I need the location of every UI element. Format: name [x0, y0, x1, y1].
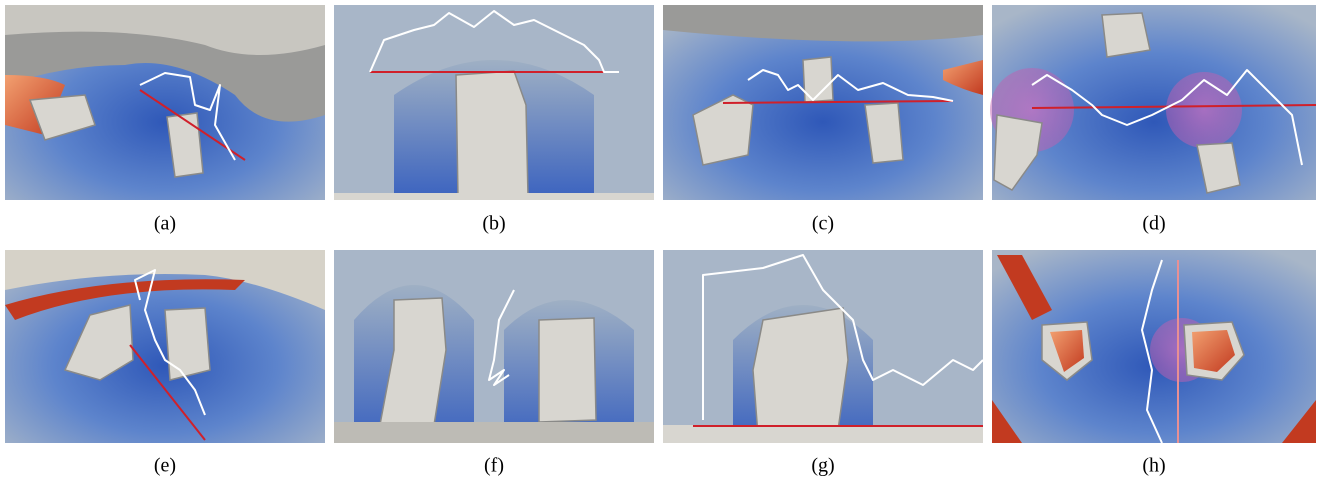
panel-b	[334, 5, 654, 200]
figure: (a) (b) (c) (d) (e) (f) (g) (h)	[0, 0, 1321, 480]
panel-c	[663, 5, 983, 200]
panel-f	[334, 250, 654, 443]
caption: (d)	[1142, 213, 1165, 235]
caption: (f)	[484, 455, 504, 477]
panel-g	[663, 250, 983, 443]
caption: (h)	[1142, 455, 1165, 477]
panel-h	[992, 250, 1316, 443]
caption: (a)	[154, 213, 176, 235]
caption: (c)	[812, 213, 834, 235]
panel-a	[5, 5, 325, 200]
caption: (g)	[811, 455, 834, 477]
panel-d	[990, 5, 1316, 200]
panel-e	[5, 250, 325, 443]
caption: (b)	[482, 213, 505, 235]
caption: (e)	[154, 455, 176, 477]
